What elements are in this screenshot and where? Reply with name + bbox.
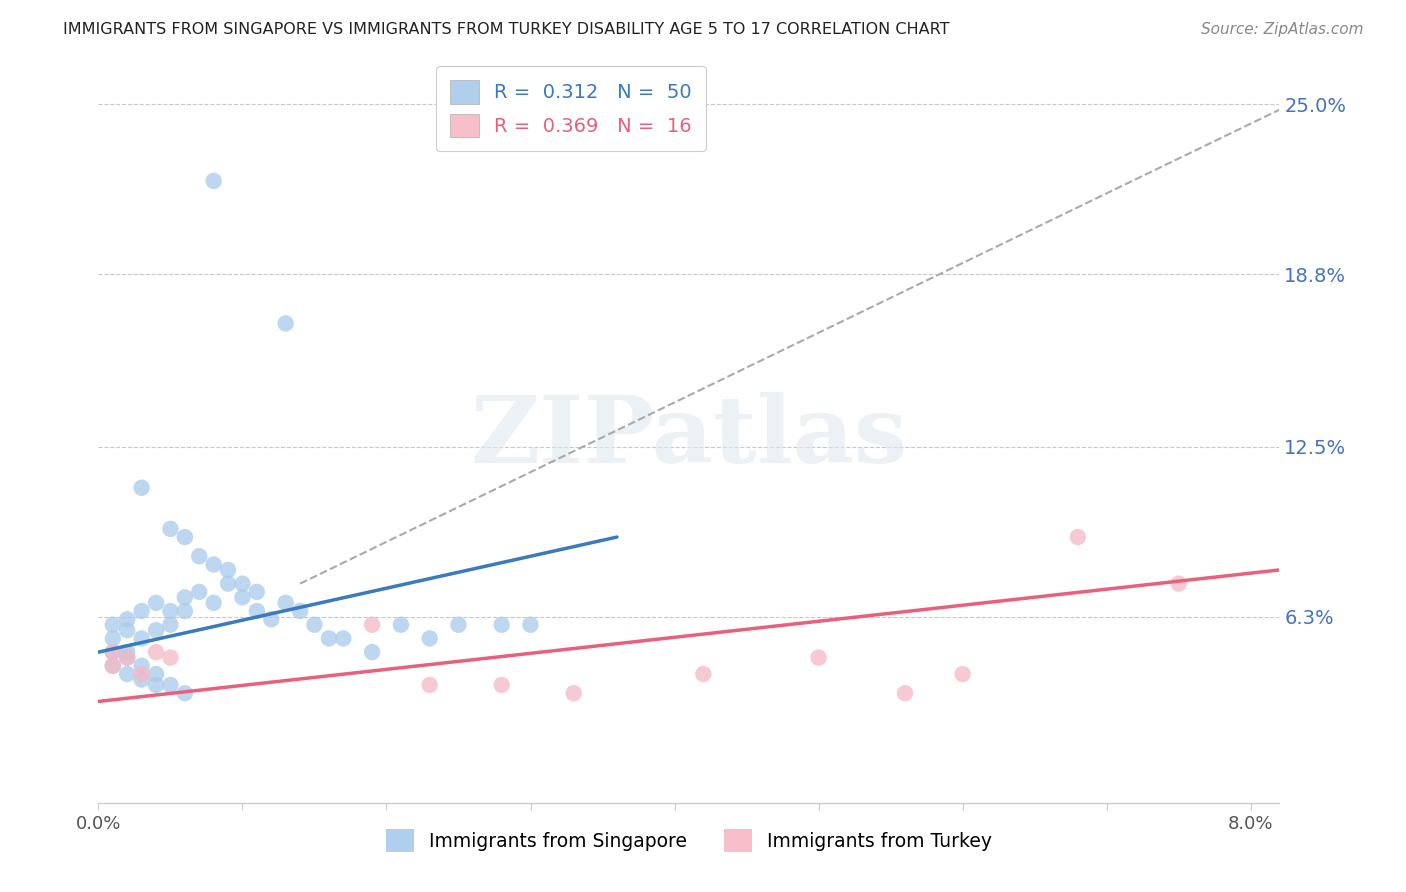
Point: [145, 667, 167, 681]
Point: [145, 645, 167, 659]
Point: [260, 612, 283, 626]
Point: [131, 673, 153, 687]
Point: [115, 624, 138, 638]
Point: [145, 596, 167, 610]
Point: [159, 678, 181, 692]
Point: [101, 645, 124, 659]
Point: [389, 617, 412, 632]
Point: [101, 658, 124, 673]
Point: [692, 667, 714, 681]
Point: [202, 174, 225, 188]
Point: [1067, 530, 1090, 544]
Point: [145, 624, 167, 638]
Point: [419, 632, 441, 646]
Point: [115, 667, 138, 681]
Legend: Immigrants from Singapore, Immigrants from Turkey: Immigrants from Singapore, Immigrants fr…: [378, 822, 1000, 859]
Point: [491, 678, 513, 692]
Point: [131, 604, 153, 618]
Point: [131, 658, 153, 673]
Point: [318, 632, 340, 646]
Point: [519, 617, 541, 632]
Point: [231, 591, 253, 605]
Point: [188, 549, 211, 564]
Point: [562, 686, 585, 700]
Point: [101, 645, 124, 659]
Point: [246, 585, 269, 599]
Point: [491, 617, 513, 632]
Text: ZIPatlas: ZIPatlas: [471, 392, 907, 482]
Point: [115, 650, 138, 665]
Point: [131, 632, 153, 646]
Point: [131, 481, 153, 495]
Point: [115, 645, 138, 659]
Point: [159, 650, 181, 665]
Point: [115, 650, 138, 665]
Point: [188, 585, 211, 599]
Point: [173, 530, 195, 544]
Point: [807, 650, 830, 665]
Point: [304, 617, 326, 632]
Point: [101, 658, 124, 673]
Point: [101, 632, 124, 646]
Point: [173, 604, 195, 618]
Point: [288, 604, 311, 618]
Point: [159, 617, 181, 632]
Point: [217, 563, 239, 577]
Point: [1167, 576, 1189, 591]
Point: [101, 617, 124, 632]
Point: [952, 667, 974, 681]
Point: [217, 576, 239, 591]
Point: [361, 617, 384, 632]
Text: Source: ZipAtlas.com: Source: ZipAtlas.com: [1201, 22, 1364, 37]
Point: [361, 645, 384, 659]
Point: [332, 632, 354, 646]
Point: [447, 617, 470, 632]
Point: [173, 591, 195, 605]
Point: [131, 667, 153, 681]
Point: [246, 604, 269, 618]
Point: [145, 678, 167, 692]
Point: [173, 686, 195, 700]
Point: [274, 317, 297, 331]
Point: [274, 596, 297, 610]
Text: IMMIGRANTS FROM SINGAPORE VS IMMIGRANTS FROM TURKEY DISABILITY AGE 5 TO 17 CORRE: IMMIGRANTS FROM SINGAPORE VS IMMIGRANTS …: [63, 22, 950, 37]
Point: [115, 612, 138, 626]
Point: [894, 686, 917, 700]
Point: [419, 678, 441, 692]
Point: [231, 576, 253, 591]
Point: [159, 604, 181, 618]
Point: [202, 558, 225, 572]
Point: [159, 522, 181, 536]
Point: [202, 596, 225, 610]
